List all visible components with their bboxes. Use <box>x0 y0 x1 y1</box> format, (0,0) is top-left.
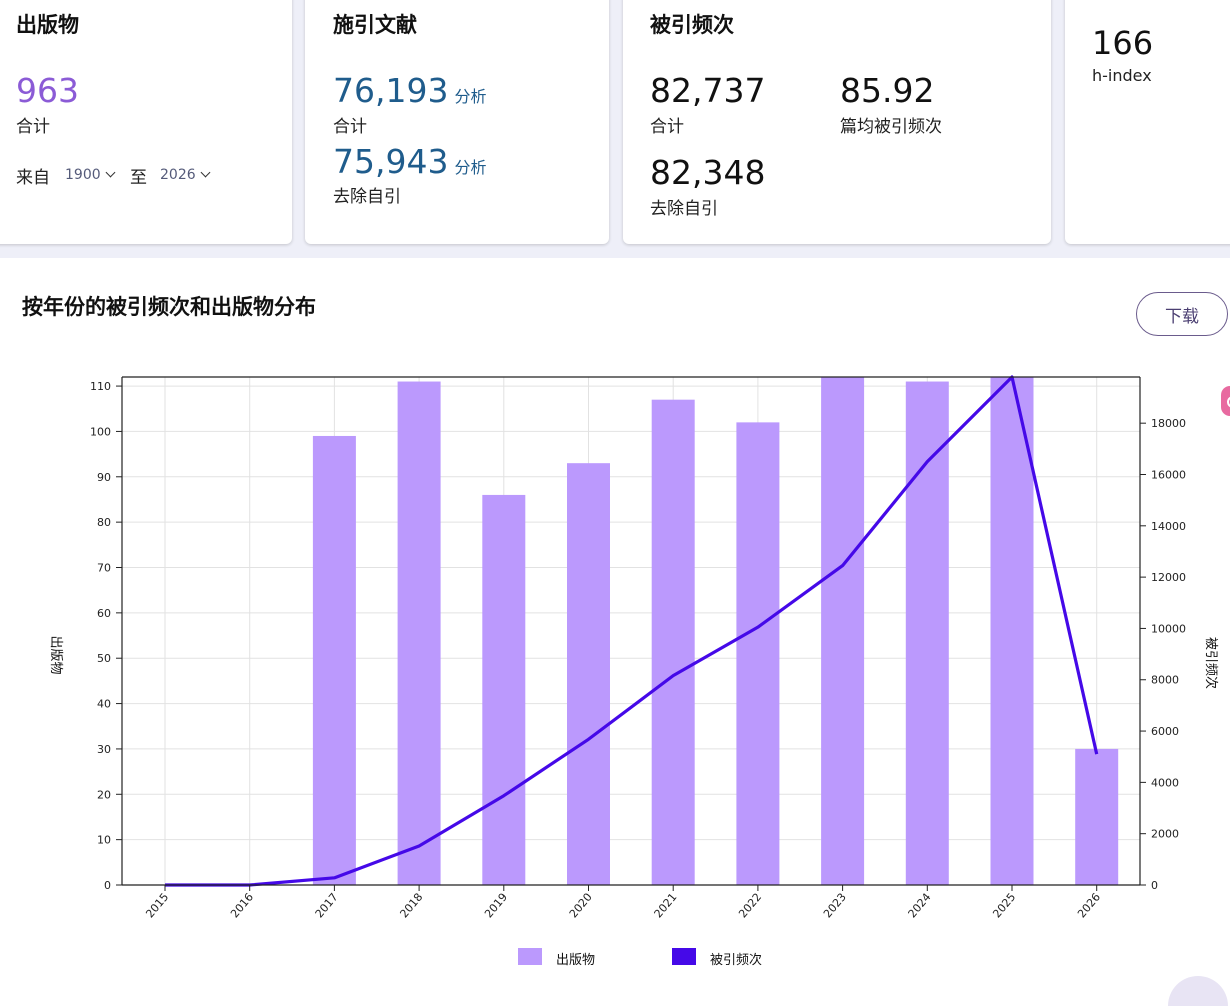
right-tick-label: 8000 <box>1151 674 1179 687</box>
citations-publications-chart: 0 10 20 30 40 50 60 70 80 90 100 110 0 2000 4000 6000 80… <box>48 375 1219 921</box>
h-index-card: 166 h-index <box>1065 0 1230 244</box>
times-cited-title: 被引频次 <box>650 13 734 37</box>
avg-citations-value: 85.92 <box>840 71 935 110</box>
citing-total-row: 76,193 分析 <box>333 74 486 107</box>
right-tick-label: 6000 <box>1151 725 1179 738</box>
x-tick-label: 2016 <box>228 891 256 921</box>
times-cited-no-self-value: 82,348 <box>650 153 766 192</box>
publications-total-label: 合计 <box>16 117 50 137</box>
bar-2025 <box>990 377 1034 885</box>
citing-no-self-label: 去除自引 <box>333 187 401 207</box>
left-tick-label: 60 <box>97 607 111 620</box>
left-axis-title: 出版物 <box>48 635 63 674</box>
bar-2024 <box>905 381 949 885</box>
legend-citations-swatch <box>672 948 696 965</box>
legend-publications-label: 出版物 <box>556 953 596 968</box>
x-tick-label: 2019 <box>482 891 510 921</box>
x-tick-label: 2022 <box>736 891 764 921</box>
x-tick-label: 2017 <box>313 891 341 921</box>
right-tick-label: 14000 <box>1151 520 1186 533</box>
x-tick-label: 2015 <box>143 891 171 921</box>
citing-no-self-value: 75,943 <box>333 142 449 181</box>
left-tick-label: 100 <box>90 425 111 438</box>
publications-title: 出版物 <box>16 13 79 37</box>
x-tick-label: 2025 <box>990 891 1018 921</box>
x-tick-label: 2024 <box>906 891 934 921</box>
left-tick-label: 110 <box>90 380 111 393</box>
citing-articles-card: 施引文献 76,193 分析 合计 75,943 分析 去除自引 <box>305 0 609 244</box>
bar-2019 <box>482 494 526 885</box>
citing-articles-title: 施引文献 <box>333 13 417 37</box>
right-axis-title: 被引频次 <box>1203 637 1219 689</box>
legend-citations-label: 被引频次 <box>710 953 763 968</box>
right-tick-label: 16000 <box>1151 468 1186 481</box>
right-tick-label: 2000 <box>1151 828 1179 841</box>
download-button[interactable]: 下载 <box>1136 292 1228 336</box>
citations-series-line <box>165 375 1099 887</box>
to-year-select[interactable]: 2026 <box>160 167 211 183</box>
publications-card: 出版物 963 合计 来自 1900 至 2026 <box>0 0 292 244</box>
x-tick-label: 2018 <box>397 891 425 921</box>
left-tick-label: 70 <box>97 562 111 575</box>
h-index-value: 166 <box>1092 24 1154 62</box>
h-index-label: h-index <box>1092 66 1152 85</box>
times-cited-card: 被引频次 82,737 合计 85.92 篇均被引频次 82,348 去除自引 <box>623 0 1051 244</box>
citing-total-analyze-link[interactable]: 分析 <box>454 87 487 106</box>
chart-title: 按年份的被引频次和出版物分布 <box>22 295 316 319</box>
left-tick-label: 10 <box>97 834 111 847</box>
x-tick-label: 2020 <box>567 891 595 921</box>
left-tick-label: 90 <box>97 471 111 484</box>
left-tick-label: 20 <box>97 788 111 801</box>
bar-2021 <box>651 399 695 885</box>
citations-line <box>165 375 1099 887</box>
left-tick-label: 0 <box>104 879 111 892</box>
x-tick-label: 2021 <box>652 891 680 921</box>
from-year-select[interactable]: 1900 <box>65 167 116 183</box>
left-tick-label: 40 <box>97 698 111 711</box>
citing-total-value: 76,193 <box>333 71 449 110</box>
x-tick-label: 2023 <box>821 891 849 921</box>
right-tick-label: 4000 <box>1151 776 1179 789</box>
publication-bars <box>312 377 1119 885</box>
feedback-tab-icon[interactable] <box>1221 386 1230 416</box>
from-label: 来自 <box>16 168 50 188</box>
to-year-value: 2026 <box>160 167 196 183</box>
left-tick-label: 80 <box>97 516 111 529</box>
bar-2018 <box>397 381 441 885</box>
bar-2022 <box>736 422 780 885</box>
right-tick-label: 10000 <box>1151 622 1186 635</box>
times-cited-no-self-label: 去除自引 <box>650 199 718 219</box>
right-tick-label: 0 <box>1151 879 1158 892</box>
legend-publications-swatch <box>518 948 542 965</box>
grid-lines <box>122 377 1140 886</box>
x-tick-label: 2026 <box>1075 891 1103 921</box>
bar-2023 <box>821 377 865 885</box>
left-tick-label: 30 <box>97 743 111 756</box>
publications-total-value: 963 <box>16 71 79 110</box>
avg-citations-label: 篇均被引频次 <box>840 117 942 137</box>
bar-2020 <box>567 463 610 885</box>
times-cited-total-label: 合计 <box>650 117 684 137</box>
chart-axes: 0 10 20 30 40 50 60 70 80 90 100 110 0 2000 4000 6000 80… <box>48 376 1219 921</box>
left-tick-label: 50 <box>97 652 111 665</box>
citing-no-self-analyze-link[interactable]: 分析 <box>454 158 487 177</box>
from-year-value: 1900 <box>65 167 101 183</box>
right-tick-label: 18000 <box>1151 417 1186 430</box>
bar-2017 <box>312 435 356 885</box>
to-label: 至 <box>130 168 147 188</box>
bar-2026 <box>1075 748 1119 885</box>
times-cited-total-value: 82,737 <box>650 71 766 110</box>
citing-total-label: 合计 <box>333 117 367 137</box>
right-tick-label: 12000 <box>1151 571 1186 584</box>
citing-no-self-row: 75,943 分析 <box>333 145 486 178</box>
